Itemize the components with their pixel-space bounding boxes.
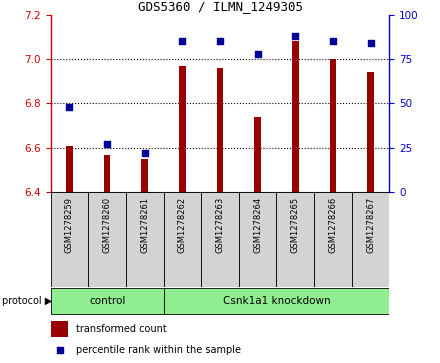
- Point: [141, 150, 148, 156]
- Point: [216, 38, 224, 44]
- Bar: [216, 68, 224, 192]
- Text: GSM1278263: GSM1278263: [216, 197, 224, 253]
- Bar: [51, 192, 88, 287]
- Bar: [141, 159, 148, 192]
- Bar: [292, 41, 299, 192]
- Bar: [276, 192, 314, 287]
- Text: GSM1278267: GSM1278267: [366, 197, 375, 253]
- Bar: [314, 192, 352, 287]
- Bar: [179, 66, 186, 192]
- Bar: [367, 72, 374, 192]
- Bar: [330, 59, 336, 192]
- Point: [56, 347, 63, 353]
- Bar: [201, 192, 239, 287]
- Point: [330, 38, 337, 44]
- Text: protocol ▶: protocol ▶: [2, 296, 52, 306]
- Text: GSM1278260: GSM1278260: [103, 197, 112, 253]
- Text: GSM1278261: GSM1278261: [140, 197, 149, 253]
- Point: [292, 33, 299, 39]
- Point: [367, 40, 374, 46]
- Bar: [352, 192, 389, 287]
- Text: GSM1278266: GSM1278266: [328, 197, 337, 253]
- Title: GDS5360 / ILMN_1249305: GDS5360 / ILMN_1249305: [138, 0, 303, 13]
- Bar: [66, 146, 73, 192]
- Point: [103, 142, 110, 147]
- Text: percentile rank within the sample: percentile rank within the sample: [76, 345, 241, 355]
- Point: [179, 38, 186, 44]
- Bar: [164, 288, 389, 314]
- Text: Csnk1a1 knockdown: Csnk1a1 knockdown: [223, 296, 330, 306]
- Bar: [51, 288, 164, 314]
- Bar: [104, 155, 110, 192]
- Text: GSM1278259: GSM1278259: [65, 197, 74, 253]
- Bar: [164, 192, 201, 287]
- Bar: [51, 321, 68, 337]
- Point: [254, 51, 261, 57]
- Text: GSM1278262: GSM1278262: [178, 197, 187, 253]
- Bar: [126, 192, 164, 287]
- Text: GSM1278265: GSM1278265: [291, 197, 300, 253]
- Bar: [239, 192, 276, 287]
- Bar: [88, 192, 126, 287]
- Bar: [254, 117, 261, 192]
- Text: transformed count: transformed count: [76, 323, 166, 334]
- Text: GSM1278264: GSM1278264: [253, 197, 262, 253]
- Text: control: control: [89, 296, 125, 306]
- Point: [66, 104, 73, 110]
